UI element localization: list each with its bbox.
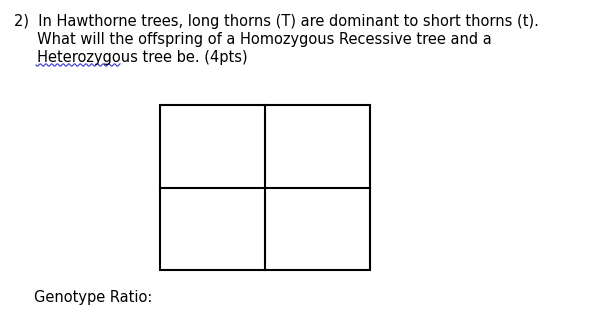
Text: Genotype Ratio:: Genotype Ratio: [34, 290, 152, 305]
Text: 2)  In Hawthorne trees, long thorns (T) are dominant to short thorns (t).: 2) In Hawthorne trees, long thorns (T) a… [14, 14, 539, 29]
Bar [160, 105, 370, 270]
Text: Heterozygous tree be. (4pts): Heterozygous tree be. (4pts) [14, 50, 248, 65]
Text: What will the offspring of a Homozygous Recessive tree and a: What will the offspring of a Homozygous … [14, 32, 491, 47]
